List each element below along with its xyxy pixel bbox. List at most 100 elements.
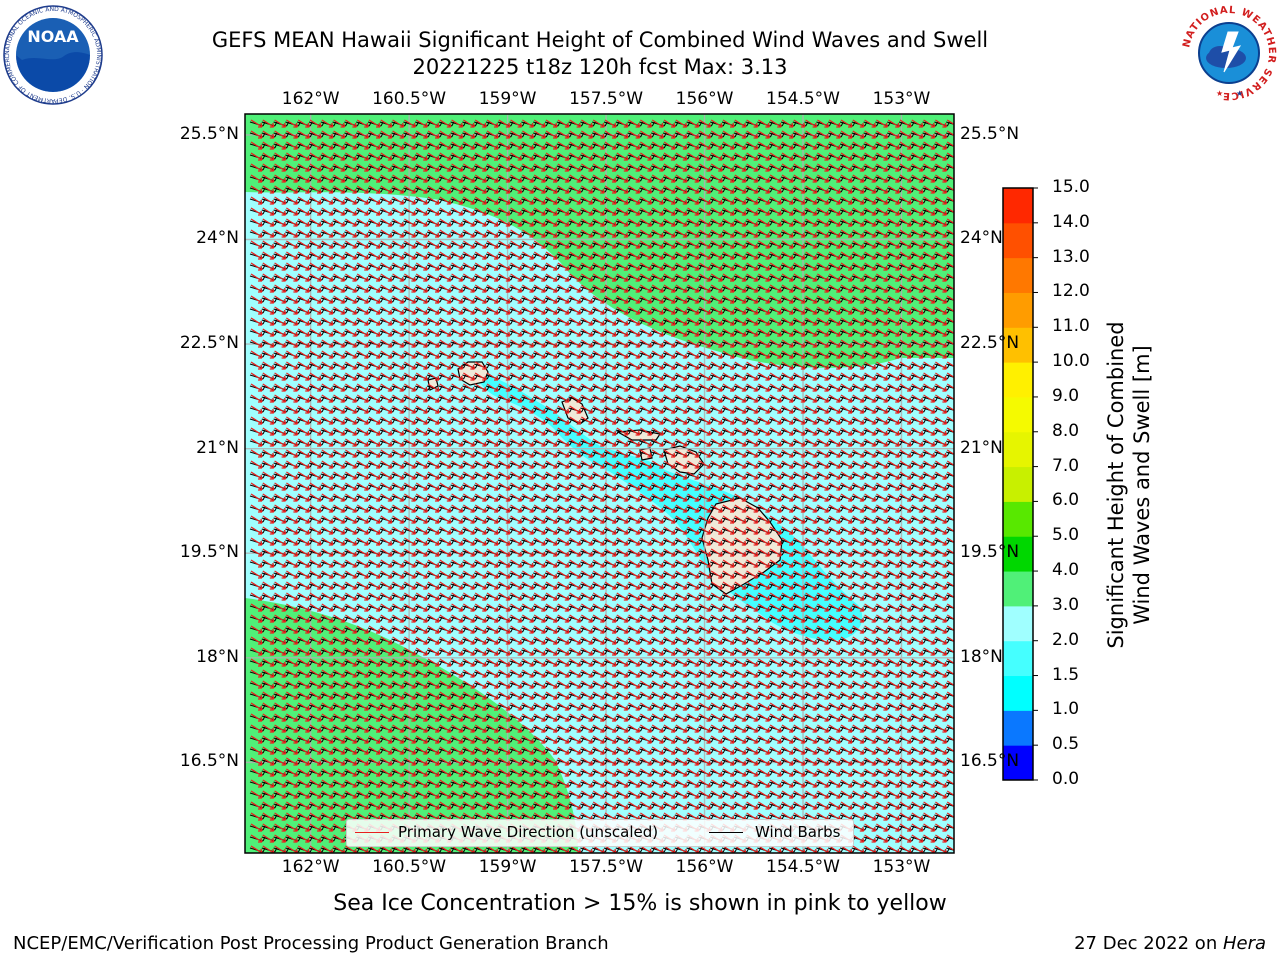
vector-cell: [922, 130, 939, 139]
colorbar-tick-label: 6.0: [1052, 490, 1080, 511]
colorbar-tick-label: 10.0: [1052, 351, 1090, 372]
vector-cell: [367, 119, 384, 128]
vector-cell: [426, 163, 443, 172]
vector-cell: [320, 163, 337, 172]
vector-cell: [698, 119, 714, 128]
colorbar-tick-label: 4.0: [1052, 560, 1080, 581]
tick-label: 19.5°N: [960, 542, 1020, 563]
colorbar-title: Significant Height of Combined Wind Wave…: [1103, 285, 1155, 685]
vector-cell: [651, 152, 667, 161]
vector-cell: [639, 163, 655, 172]
tick-label: 18°N: [960, 646, 1003, 667]
vector-cell: [544, 152, 561, 161]
vector-cell: [450, 119, 467, 128]
vector-cell: [462, 119, 478, 128]
vector-cell: [662, 163, 679, 172]
colorbar-bin: [1003, 571, 1033, 607]
colorbar-bin: [1003, 396, 1033, 433]
tick-label: 21°N: [960, 437, 1003, 458]
vector-cell: [792, 130, 809, 139]
colorbar-bin: [1003, 362, 1033, 398]
tick-label: 16.5°N: [960, 751, 1020, 772]
vector-cell: [344, 152, 360, 161]
nws-logo: NATIONAL WEATHER SERVICE ★ ★: [1181, 5, 1277, 101]
colorbar-bin: [1003, 257, 1033, 293]
vector-cell: [875, 141, 891, 150]
vector-cell: [474, 152, 490, 161]
footer-branch: NCEP/EMC/Verification Post Processing Pr…: [13, 933, 609, 954]
vector-cell: [592, 152, 608, 161]
colorbar-bin: [1003, 710, 1033, 746]
wave-field-1.5-2m-lee: [477, 372, 863, 641]
vector-cell: [332, 119, 349, 128]
vector-cell: [603, 119, 620, 128]
vector-cell: [639, 141, 655, 150]
tick-label: 157.5°W: [569, 89, 644, 109]
vector-cell: [285, 119, 301, 128]
vector-cell: [662, 152, 679, 161]
colorbar-bin: [1003, 188, 1033, 224]
vector-cell: [533, 119, 549, 128]
tick-label: 25.5°N: [960, 123, 1020, 144]
tick-label: 22.5°N: [179, 333, 239, 354]
vector-cell: [710, 130, 726, 139]
map-legend: Primary Wave Direction (unscaled) Wind B…: [346, 819, 854, 847]
colorbar-title-line2: Wind Waves and Swell [m]: [1130, 345, 1154, 625]
vector-cell: [356, 119, 372, 128]
colorbar-bin: [1003, 605, 1033, 642]
colorbar-tick-label: 0.5: [1052, 734, 1080, 755]
vector-cell: [757, 152, 773, 161]
vector-cell: [367, 141, 384, 150]
vector-cell: [521, 152, 537, 161]
tick-label: 154.5°W: [766, 857, 840, 877]
vector-cell: [379, 163, 396, 172]
tick-label: 156°W: [675, 857, 734, 877]
vector-cell: [592, 141, 608, 150]
vector-cell: [438, 130, 455, 139]
map-title: GEFS MEAN Hawaii Significant Height of C…: [211, 28, 989, 52]
vector-cell: [356, 163, 372, 172]
wind-barbs-legend-label: Wind Barbs: [755, 823, 841, 841]
vector-cell: [544, 119, 561, 128]
tick-label: 18°N: [196, 646, 239, 667]
colorbar-tick-label: 7.0: [1052, 455, 1080, 476]
tick-label: 25.5°N: [179, 123, 239, 144]
tick-label: 160.5°W: [372, 857, 447, 877]
vector-cell: [875, 119, 891, 128]
vector-cell: [875, 152, 891, 161]
vector-cell: [485, 163, 502, 172]
vector-cell: [462, 130, 478, 139]
tick-label: 157.5°W: [569, 857, 644, 877]
vector-cell: [521, 119, 537, 128]
vector-cell: [249, 152, 266, 161]
tick-label: 24°N: [960, 228, 1003, 249]
vector-cell: [332, 163, 349, 172]
vector-cell: [934, 130, 950, 139]
vector-cell: [615, 130, 632, 139]
colorbar-tick-label: 5.0: [1052, 525, 1080, 546]
tick-label: 159°W: [478, 89, 537, 109]
vector-cell: [851, 119, 868, 128]
wave-direction-legend-swatch: [355, 832, 389, 833]
colorbar-tick-label: 13.0: [1052, 246, 1090, 267]
vector-cell: [332, 141, 349, 150]
tick-label: 19.5°N: [179, 542, 239, 563]
vector-cell: [261, 130, 278, 139]
vector-cell: [698, 152, 714, 161]
tick-label: 159°W: [478, 857, 537, 877]
vector-cell: [745, 130, 762, 139]
vector-cell: [320, 141, 337, 150]
colorbar-tick-label: 2.0: [1052, 629, 1080, 650]
vector-cell: [780, 130, 797, 139]
footer-machine: Hera: [1222, 933, 1266, 954]
tick-label: 21°N: [196, 437, 239, 458]
vector-cell: [804, 141, 821, 150]
tick-label: 156°W: [675, 89, 734, 109]
colorbar-tick-label: 14.0: [1052, 211, 1090, 232]
vector-cell: [556, 119, 573, 128]
vector-cell: [509, 119, 526, 128]
vector-cell: [379, 152, 396, 161]
vector-cell: [521, 141, 537, 150]
vector-cell: [934, 141, 950, 150]
colorbar-tick-label: 1.5: [1052, 664, 1080, 685]
